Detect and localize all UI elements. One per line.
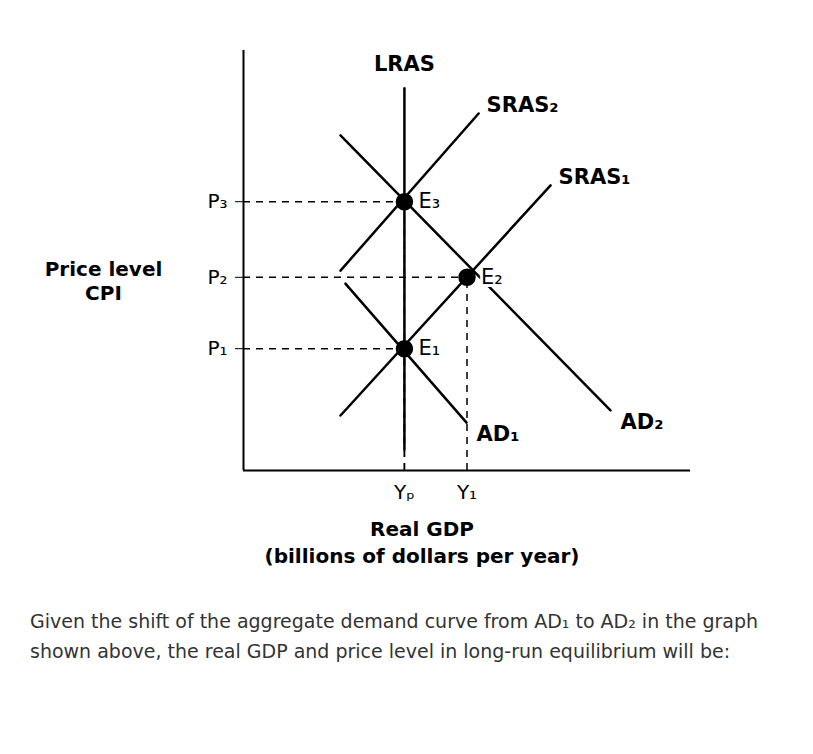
svg-text:E₃: E₃ — [418, 189, 440, 213]
svg-text:SRAS₂: SRAS₂ — [487, 93, 559, 117]
svg-text:AD₂: AD₂ — [620, 410, 663, 434]
svg-text:Real GDP(billions of dollars p: Real GDP(billions of dollars per year) — [265, 517, 580, 568]
svg-text:LRAS: LRAS — [374, 52, 435, 76]
svg-text:P₂: P₂ — [207, 265, 227, 289]
svg-text:Yₚ: Yₚ — [393, 480, 415, 504]
svg-text:SRAS₁: SRAS₁ — [559, 165, 631, 189]
svg-text:P₃: P₃ — [207, 189, 227, 213]
svg-text:P₁: P₁ — [207, 336, 227, 360]
svg-text:E₂: E₂ — [481, 265, 503, 289]
svg-text:AD₁: AD₁ — [477, 422, 520, 446]
html-text:Given the shift of the aggrega: Given the shift of the aggregate demand … — [30, 610, 759, 663]
svg-text:Price levelCPI: Price levelCPI — [45, 257, 163, 305]
svg-text:Y₁: Y₁ — [456, 480, 477, 504]
svg-text:E₁: E₁ — [418, 336, 440, 360]
